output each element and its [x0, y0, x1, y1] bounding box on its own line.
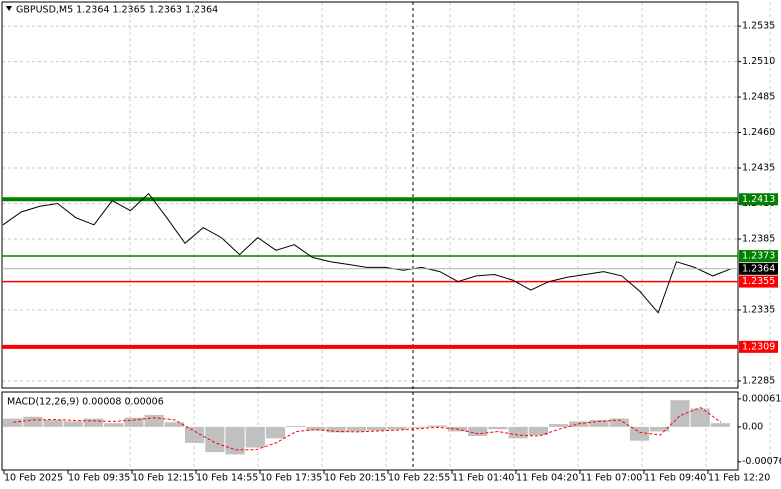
- macd-bar: [265, 426, 286, 439]
- chart-title: GBPUSD,M5 1.2364 1.2365 1.2363 1.2364: [16, 5, 218, 16]
- level-label: 1.2309: [742, 341, 775, 352]
- current-price-label: 1.2364: [742, 263, 775, 274]
- y-tick-label: 1.2435: [742, 163, 775, 174]
- macd-bar: [326, 426, 346, 433]
- level-label-box: [739, 193, 778, 206]
- x-tick-label: 10 Feb 20:15: [324, 473, 386, 484]
- macd-bar: [508, 426, 528, 439]
- y-tick-label: 1.2485: [742, 92, 775, 103]
- macd-bar: [3, 418, 23, 427]
- macd-bar: [306, 426, 326, 431]
- macd-bar: [488, 426, 508, 430]
- macd-bar: [589, 419, 609, 427]
- macd-panel: [1, 391, 739, 471]
- y-tick-label: 1.2335: [742, 304, 775, 315]
- x-tick-label: 10 Feb 14:55: [196, 473, 258, 484]
- x-tick-label: 11 Feb 01:40: [452, 473, 514, 484]
- macd-bar: [549, 424, 569, 427]
- price-panel: [1, 1, 739, 389]
- signal-line: [13, 407, 722, 451]
- x-tick-label: 10 Feb 17:35: [260, 473, 322, 484]
- macd-bar: [427, 425, 447, 427]
- macd-bar: [670, 400, 690, 427]
- y-tick-label: 1.2510: [742, 56, 775, 67]
- macd-bar: [104, 423, 124, 427]
- macd-bar: [346, 426, 366, 432]
- x-tick-label: 10 Feb 22:55: [388, 473, 450, 484]
- level-label: 1.2413: [742, 194, 775, 205]
- x-tick-label: 11 Feb 07:00: [580, 473, 642, 484]
- y-tick-label: 1.2460: [742, 127, 775, 138]
- level-label-box: [739, 340, 778, 353]
- macd-bar: [205, 426, 225, 453]
- y-tick-label: 0.00: [742, 421, 763, 432]
- y-tick-label: 0.00061: [742, 393, 781, 404]
- macd-bar: [710, 423, 730, 427]
- level-label: 1.2373: [742, 251, 775, 262]
- macd-bar: [407, 426, 427, 428]
- level-label-box: [739, 275, 778, 288]
- x-tick-label: 10 Feb 12:15: [132, 473, 194, 484]
- level-label-box: [739, 250, 778, 263]
- macd-bar: [164, 422, 184, 427]
- x-tick-label: 11 Feb 09:40: [644, 473, 706, 484]
- macd-bar: [468, 426, 488, 437]
- level-label: 1.2355: [742, 276, 775, 287]
- macd-bar: [124, 417, 144, 427]
- macd-title: MACD(12,26,9) 0.00008 0.00006: [7, 397, 164, 408]
- macd-bar: [387, 426, 407, 430]
- macd-bar: [144, 414, 164, 427]
- y-tick-label: 1.2535: [742, 21, 775, 32]
- macd-bar: [83, 418, 104, 427]
- macd-bar: [650, 426, 670, 432]
- x-tick-label: 10 Feb 2025: [4, 473, 63, 484]
- macd-bar: [528, 426, 548, 436]
- macd-bar: [43, 419, 63, 427]
- macd-bar: [367, 426, 387, 431]
- macd-bar: [23, 416, 43, 427]
- macd-bar: [185, 426, 205, 443]
- macd-bar: [609, 418, 629, 427]
- macd-bar: [225, 426, 245, 455]
- y-tick-label: 1.2285: [742, 375, 775, 386]
- macd-bar: [629, 426, 650, 441]
- current-price-box: [739, 262, 778, 275]
- menu-arrow: [6, 6, 12, 11]
- x-tick-label: 11 Feb 12:20: [708, 473, 770, 484]
- y-tick-label: 1.2385: [742, 233, 775, 244]
- x-tick-label: 10 Feb 09:35: [68, 473, 130, 484]
- macd-bar: [245, 426, 265, 448]
- price-line: [2, 192, 732, 314]
- x-tick-label: 11 Feb 04:20: [516, 473, 578, 484]
- macd-bar: [690, 408, 710, 427]
- y-tick-label: -0.00076: [742, 456, 781, 467]
- macd-bar: [63, 421, 83, 427]
- macd-bar: [286, 425, 306, 427]
